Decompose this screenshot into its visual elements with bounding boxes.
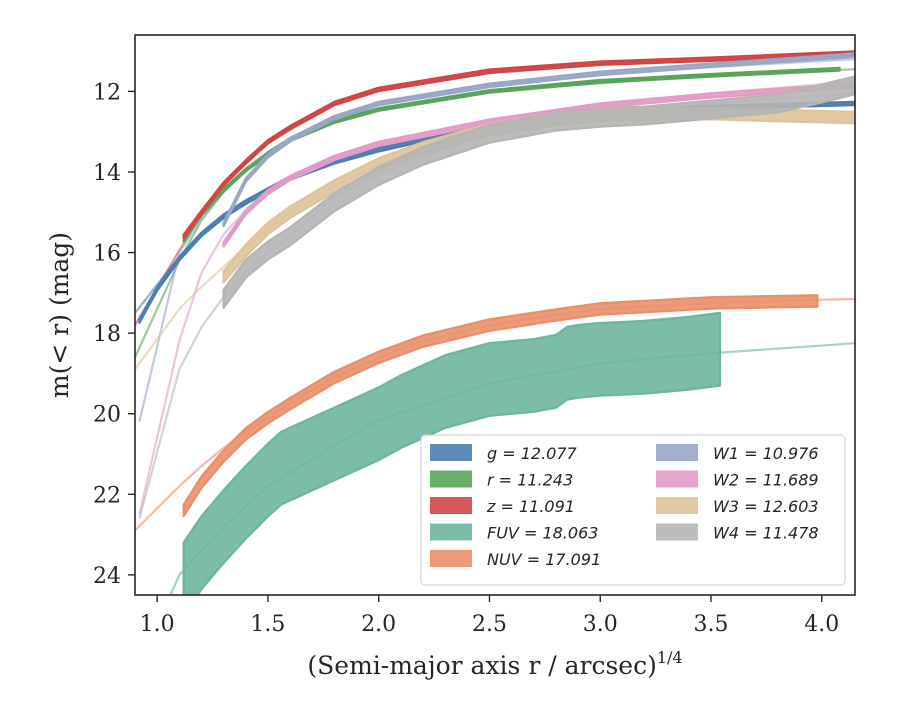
data-band-fuv (182, 311, 722, 595)
y-tick-label: 18 (93, 322, 121, 347)
y-tick-label: 16 (93, 242, 121, 267)
legend-label-fuv: FUV = 18.063 (487, 524, 598, 543)
x-tick-label: 1.0 (140, 612, 175, 637)
x-tick-label: 4.0 (804, 612, 839, 637)
y-tick-label: 14 (93, 161, 121, 186)
y-tick-label: 12 (93, 80, 121, 105)
x-ticks: 1.0 1.5 2.0 2.5 3.0 3.5 4.0 (140, 595, 839, 637)
legend-swatch-g (430, 444, 472, 461)
y-ticks: 12 14 16 18 20 22 24 (93, 80, 135, 589)
legend-label-nuv: NUV = 17.091 (487, 550, 601, 569)
x-tick-label: 2.0 (361, 612, 396, 637)
data-band-nuv (182, 294, 819, 518)
data-band-r (182, 66, 841, 243)
y-tick-label: 24 (93, 564, 121, 589)
legend-swatch-r (430, 470, 472, 488)
legend-swatch-z (430, 497, 472, 514)
y-tick-label: 20 (93, 403, 121, 428)
data-band-w3 (222, 106, 855, 284)
x-tick-label: 2.5 (472, 612, 507, 637)
x-tick-label: 3.5 (694, 612, 729, 637)
x-tick-label: 1.5 (250, 612, 285, 637)
legend-label-w1: W1 = 10.976 (713, 444, 819, 463)
legend-swatch-fuv (430, 523, 472, 541)
series-layer (135, 50, 855, 595)
x-axis-label-text: (Semi-major axis r / arcsec) (307, 651, 656, 680)
legend-swatch-w4 (656, 523, 698, 541)
plot-frame (134, 34, 856, 596)
legend-label-z: z = 11.091 (486, 497, 575, 516)
legend-label-w2: W2 = 11.689 (713, 471, 819, 490)
data-band-g (138, 100, 855, 324)
x-tick-label: 3.0 (583, 612, 618, 637)
legend-label-w4: W4 = 11.478 (713, 524, 819, 543)
legend-label-w3: W3 = 12.603 (713, 497, 819, 516)
y-tick-label: 22 (93, 483, 121, 508)
x-axis-label-exponent: 1/4 (657, 648, 683, 667)
data-band-w1 (222, 52, 855, 228)
y-axis-label: m(< r) (mag) (45, 232, 74, 398)
legend-swatch-w2 (656, 470, 698, 488)
legend-swatch-w1 (656, 444, 698, 461)
legend-label-g: g = 12.077 (487, 444, 578, 463)
legend-swatch-w3 (656, 497, 698, 514)
data-band-z (182, 50, 855, 240)
legend-label-r: r = 11.243 (487, 471, 573, 490)
legend-swatch-nuv (430, 550, 472, 567)
x-axis-label: (Semi-major axis r / arcsec)1/4 (307, 648, 682, 680)
legend-frame (420, 434, 846, 586)
legend: g = 12.077 r = 11.243 z = 11.091 FUV = 18.0… (420, 434, 846, 586)
data-band-w4 (222, 75, 855, 309)
